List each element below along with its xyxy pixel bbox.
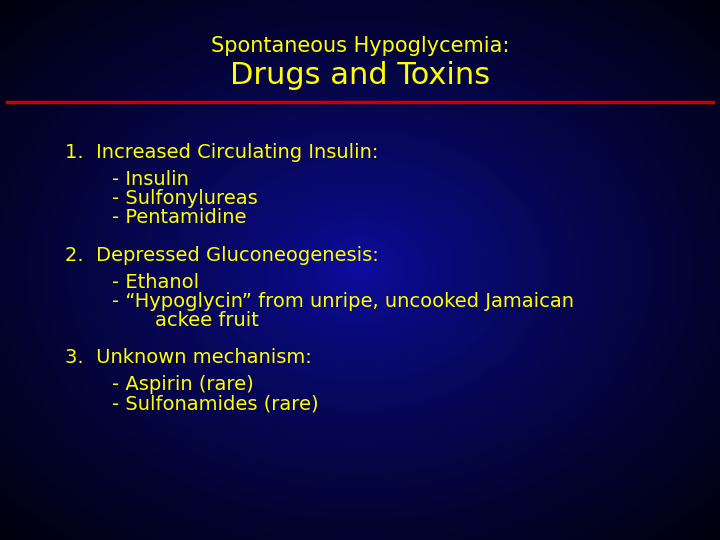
Text: 2.  Depressed Gluconeogenesis:: 2. Depressed Gluconeogenesis: <box>65 246 379 265</box>
Text: - Sulfonamides (rare): - Sulfonamides (rare) <box>112 394 318 413</box>
Text: 3.  Unknown mechanism:: 3. Unknown mechanism: <box>65 348 312 367</box>
Text: - Sulfonylureas: - Sulfonylureas <box>112 189 257 208</box>
Text: - “Hypoglycin” from unripe, uncooked Jamaican: - “Hypoglycin” from unripe, uncooked Jam… <box>112 292 574 310</box>
Text: - Aspirin (rare): - Aspirin (rare) <box>112 375 253 394</box>
Text: ackee fruit: ackee fruit <box>155 310 258 329</box>
Text: Spontaneous Hypoglycemia:: Spontaneous Hypoglycemia: <box>211 36 509 56</box>
Text: - Pentamidine: - Pentamidine <box>112 208 246 227</box>
Text: 1.  Increased Circulating Insulin:: 1. Increased Circulating Insulin: <box>65 143 378 162</box>
Text: Drugs and Toxins: Drugs and Toxins <box>230 61 490 90</box>
Text: - Insulin: - Insulin <box>112 170 189 189</box>
Text: - Ethanol: - Ethanol <box>112 273 199 292</box>
